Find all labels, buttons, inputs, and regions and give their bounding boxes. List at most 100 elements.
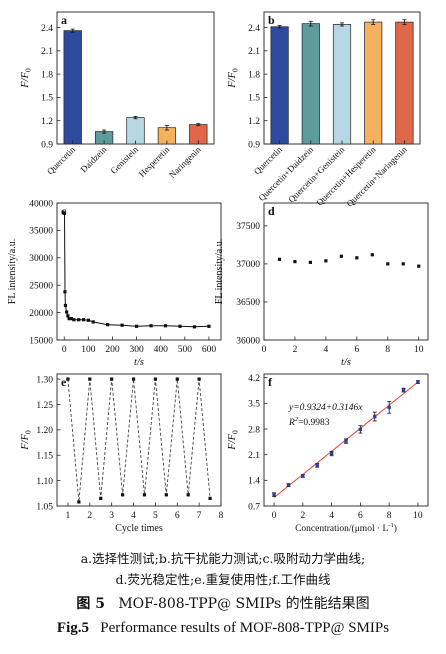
plot-frame [56,373,222,507]
data-point [69,317,74,321]
data-point [65,310,69,314]
data-point [387,405,391,410]
caption-chinese-label: 图 5 [76,596,105,612]
series-line [67,379,211,502]
caption-sub-line-2: d.荧光稳定性;e.重复使用性;f.工作曲线 [115,572,331,587]
data-point [192,325,197,329]
y-tick-label: 3.5 [248,400,260,410]
bar-2 [301,23,320,145]
y-tick-label: 0.9 [248,140,260,150]
data-point [63,290,67,294]
y-axis-label: F/F0 [20,68,33,89]
category-label: Quercetin+Hesperetin [314,144,378,208]
y-tick-label: 4.2 [248,374,260,384]
caption-chinese-title: 图 5 MOF-808-TPP@ SMIPs 的性能结果图 [0,592,446,616]
y-axis-label: F/F0 [20,430,33,451]
y-tick-label: 37000 [236,260,260,270]
x-tick-label: 300 [129,345,144,355]
x-axis-label: t/s [341,357,351,368]
y-tick-label: 1.2 [41,117,53,127]
category-label: Naringenin [167,144,203,180]
data-point [186,493,190,497]
y-tick-label: 40000 [29,199,53,209]
x-tick-label: 5 [153,511,158,521]
y-tick-label: 1.5 [41,94,53,104]
y-tick-label: 1.2 [248,117,260,127]
x-tick-label: 10 [413,511,423,521]
y-tick-label: 25000 [29,282,53,292]
y-tick-label: 0.7 [248,502,260,512]
data-point [401,388,406,392]
x-tick-label: 1 [66,511,71,521]
data-point [324,259,328,263]
y-tick-label: 1.8 [248,70,260,80]
x-tick-label: 500 [178,345,193,355]
panel-letter-c: c [61,204,67,218]
data-point [277,257,282,261]
data-point [417,264,421,268]
panel-c: c [56,202,222,341]
y-tick-label: 1.30 [36,375,53,385]
data-point [301,474,305,478]
data-point [131,377,136,381]
r-squared: R2=0.9983 [288,416,330,428]
x-tick-label: 2 [300,511,305,521]
y-tick-label: 36500 [236,298,260,308]
y-tick-label: 1.05 [36,502,53,512]
y-axis-label-subscript: 0 [24,68,33,72]
data-point [175,377,179,381]
x-tick-label: 3 [109,511,114,521]
panel-d: d [263,202,429,341]
x-tick-label: 8 [385,345,390,355]
data-point [401,262,405,266]
x-tick-label: 4 [324,345,329,355]
data-point [355,256,359,260]
bar-4 [364,21,383,145]
data-point [142,493,147,497]
x-axis-label: Concentration/(μmol · L-1) [295,522,397,534]
y-axis-label: F/F0 [227,68,240,89]
panel-letter-e: e [61,375,67,389]
x-tick-label: 6 [354,345,359,355]
y-tick-label: 36000 [236,336,260,346]
data-point [386,262,390,266]
category-label: Genistein [108,144,140,176]
data-point [164,493,168,497]
x-tick-label: 0 [62,345,67,355]
data-point [110,377,114,381]
bar-3 [332,24,352,145]
data-point [91,320,95,324]
plot-frame [56,202,222,341]
data-point [134,324,139,328]
data-point [163,324,168,328]
y-tick-label: 2.4 [248,24,260,34]
x-tick-label: 400 [154,345,169,355]
x-tick-label: 4 [329,511,334,521]
bar-1 [270,26,289,145]
y-tick-label: 37500 [236,222,260,232]
panel-letter-a: a [61,13,67,27]
fit-equation: y=0.9324+0.3146x [288,403,363,413]
x-tick-label: 2 [293,345,298,355]
figure-caption: a.选择性测试;b.抗干扰能力测试;c.吸附动力学曲线; d.荧光稳定性;e.重… [0,548,446,640]
data-point [77,318,81,322]
data-point [207,324,211,328]
x-tick-label: 6 [358,511,363,521]
y-tick-label: 1.20 [36,426,53,436]
data-point [81,318,86,322]
data-point [286,483,291,487]
data-point [344,439,348,443]
y-tick-label: 20000 [29,309,53,319]
x-tick-label: 0 [262,345,267,355]
x-tick-label: 4 [131,511,136,521]
data-point [197,377,201,381]
caption-sub-line-1: a.选择性测试;b.抗干扰能力测试;c.吸附动力学曲线; [80,551,366,566]
data-point [62,211,67,215]
r-squared-exponent: 2 [295,416,299,423]
x-tick-label: 8 [387,511,392,521]
x-tick-label: 7 [197,511,202,521]
data-point [329,451,334,456]
data-point [66,314,70,318]
data-point [72,318,76,322]
caption-english-label: Fig.5 [56,620,90,636]
